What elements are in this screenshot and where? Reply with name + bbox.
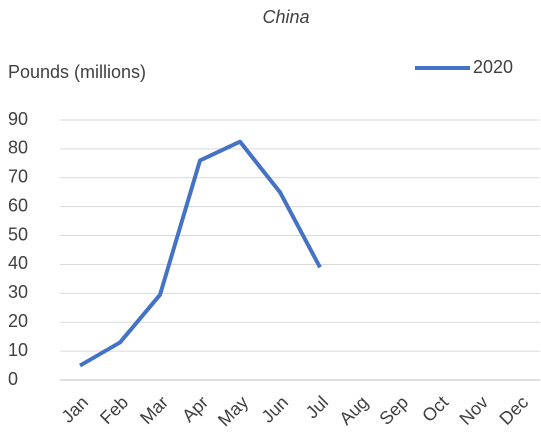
data-line <box>78 139 322 368</box>
x-tick-label: Sep <box>375 392 412 429</box>
y-tick-label: 70 <box>8 167 28 187</box>
y-tick-label: 10 <box>8 340 28 360</box>
x-tick-label: Jun <box>258 392 293 427</box>
y-tick-label: 0 <box>8 369 18 389</box>
chart-subtitle: China <box>262 7 309 27</box>
y-tick-label: 90 <box>8 109 28 129</box>
y-tick-label: 80 <box>8 138 28 158</box>
legend-label: 2020 <box>473 57 513 77</box>
y-tick-label: 20 <box>8 311 28 331</box>
x-tick-label: Apr <box>178 392 212 426</box>
x-tick-label: Nov <box>455 392 492 429</box>
x-tick-label: Oct <box>418 392 452 426</box>
x-tick-label: Aug <box>335 392 372 429</box>
y-tick-label: 50 <box>8 224 28 244</box>
x-tick-label: Jul <box>302 392 332 422</box>
x-tick-label: May <box>214 392 252 430</box>
y-axis-title: Pounds (millions) <box>8 62 146 82</box>
x-tick-label: Dec <box>495 392 532 429</box>
y-tick-label: 40 <box>8 253 28 273</box>
x-tick-label: Jan <box>58 392 93 427</box>
x-tick-label: Feb <box>96 392 132 428</box>
y-tick-label: 30 <box>8 282 28 302</box>
y-tick-label: 60 <box>8 195 28 215</box>
x-tick-label: Mar <box>136 392 172 428</box>
